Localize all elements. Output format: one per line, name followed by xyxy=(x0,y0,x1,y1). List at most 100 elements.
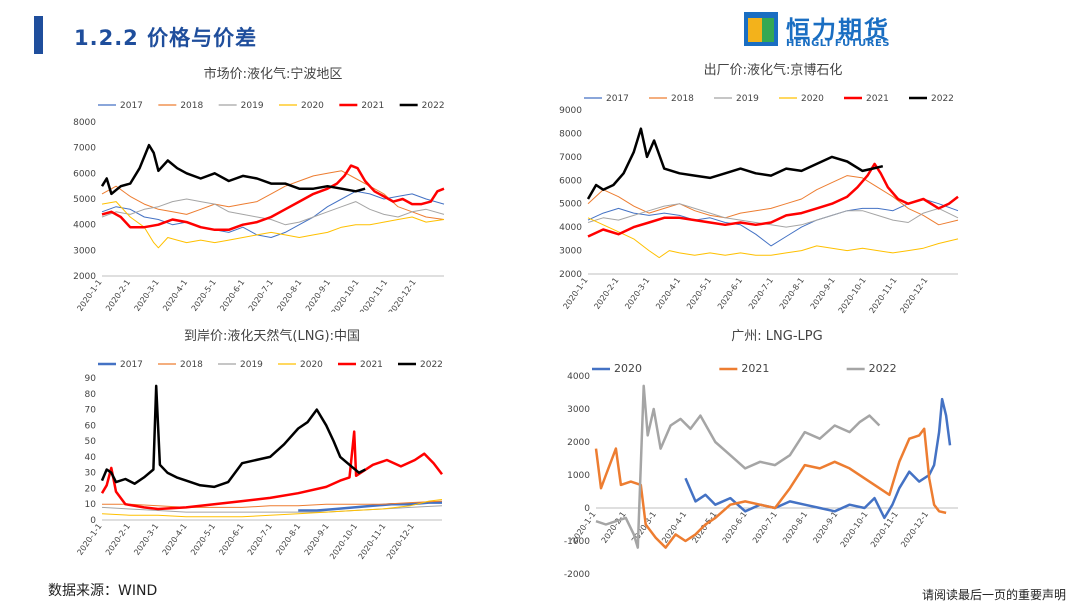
y-tick-label: 0 xyxy=(584,504,590,514)
x-tick-label: 2020-4-1 xyxy=(161,278,189,312)
series-line-2018 xyxy=(587,175,959,226)
legend-label-2017: 2017 xyxy=(606,94,629,104)
x-tick-label: 2020-3-1 xyxy=(132,522,160,557)
y-tick-label: 6000 xyxy=(559,176,582,186)
y-tick-label: 60 xyxy=(85,421,97,431)
y-tick-label: 8000 xyxy=(559,129,582,139)
legend-label-2019: 2019 xyxy=(240,360,263,370)
x-tick-label: 2020-8-1 xyxy=(781,510,809,545)
x-tick-label: 2020-11-1 xyxy=(358,278,389,312)
legend-label-2021: 2021 xyxy=(360,360,383,370)
chart-svg: 广州: LNG-LPG 2020 2021 2022 -2000 -1000 0 1000 20… xyxy=(564,329,958,578)
series-line-2021 xyxy=(100,430,443,511)
y-tick-label: 3000 xyxy=(559,247,582,257)
x-tick-label: 2020-2-1 xyxy=(104,522,132,557)
x-tick-label: 2020-8-1 xyxy=(275,278,303,312)
y-tick-label: 2000 xyxy=(73,272,96,282)
series-line-2022 xyxy=(100,143,366,196)
y-tick-label: 50 xyxy=(85,437,97,447)
y-tick-label: 3000 xyxy=(73,246,96,256)
series-line-2022 xyxy=(586,127,884,200)
series-line-2021 xyxy=(594,427,947,549)
y-tick-label: 7000 xyxy=(73,144,96,154)
legend-label-2022: 2022 xyxy=(420,360,443,370)
x-tick-label: 2020-7-1 xyxy=(246,522,274,557)
legend-label-2022: 2022 xyxy=(869,362,897,375)
x-tick-label: 2020-12-1 xyxy=(899,510,930,549)
x-tick-label: 2020-9-1 xyxy=(811,510,839,545)
chart-guangzhou-lng-lpg-spread: 广州: LNG-LPG 2020 2021 2022 -2000 -1000 0 1000 20… xyxy=(548,326,968,578)
series-line-2019 xyxy=(587,203,959,228)
x-tick-label: 2020-7-1 xyxy=(747,276,775,311)
series-line-2021 xyxy=(101,164,445,232)
y-tick-label: 30 xyxy=(85,469,97,479)
page-title: 1.2.2 价格与价差 xyxy=(74,26,258,50)
series-line-2020 xyxy=(101,201,445,249)
y-tick-label: 40 xyxy=(85,453,97,463)
x-tick-label: 2020-5-1 xyxy=(685,276,713,311)
series-line-2018 xyxy=(102,500,443,508)
x-tick-label: 2020-7-1 xyxy=(247,278,275,312)
legend-label-2018: 2018 xyxy=(180,360,203,370)
series-line-2019 xyxy=(101,198,445,226)
y-tick-label: 1000 xyxy=(567,471,590,481)
x-tick-label: 2020-1-1 xyxy=(561,276,589,311)
x-tick-label: 2020-10-1 xyxy=(837,276,868,315)
x-tick-label: 2020-5-1 xyxy=(189,522,217,557)
x-tick-label: 2020-1-1 xyxy=(75,278,103,312)
x-tick-label: 2020-12-1 xyxy=(898,276,929,315)
y-tick-label: 2000 xyxy=(567,438,590,448)
y-tick-label: 2000 xyxy=(559,270,582,280)
legend-label-2020: 2020 xyxy=(300,360,323,370)
series-line-2022 xyxy=(595,384,881,549)
x-tick-label: 2020-7-1 xyxy=(751,510,779,545)
legend-label-2017: 2017 xyxy=(120,101,143,111)
y-tick-label: 0 xyxy=(90,516,96,526)
y-tick-label: -1000 xyxy=(564,537,590,547)
title-accent-bar xyxy=(34,16,43,54)
legend-label-2021: 2021 xyxy=(741,362,769,375)
legend-label-2019: 2019 xyxy=(736,94,759,104)
chart-title: 到岸价:液化天然气(LNG):中国 xyxy=(184,328,360,344)
series-line-2020 xyxy=(101,499,443,518)
x-tick-label: 2020-11-1 xyxy=(868,276,899,315)
series-line-2020 xyxy=(587,217,959,259)
chart-ningbo-lpg-price: 市场价:液化气:宁波地区 2017 2018 2019 2020 2021 2022 2000… xyxy=(60,64,450,312)
y-tick-label: 20 xyxy=(85,484,97,494)
x-tick-label: 2020-9-1 xyxy=(809,276,837,311)
series-line-2017 xyxy=(587,198,959,247)
y-tick-label: 80 xyxy=(85,390,97,400)
series-line-2018 xyxy=(101,170,445,220)
x-tick-label: 2020-9-1 xyxy=(304,278,332,312)
data-source-note: 数据来源：WIND xyxy=(48,583,158,599)
chart-svg: 市场价:液化气:宁波地区 2017 2018 2019 2020 2021 2022 2000… xyxy=(73,66,445,312)
x-tick-label: 2020-6-1 xyxy=(218,278,246,312)
legend-label-2017: 2017 xyxy=(120,360,143,370)
y-tick-label: 3000 xyxy=(567,405,590,415)
x-tick-label: 2020-5-1 xyxy=(190,278,218,312)
x-tick-label: 2020-4-1 xyxy=(654,276,682,311)
chart-title: 广州: LNG-LPG xyxy=(731,329,822,344)
x-tick-label: 2020-5-1 xyxy=(690,510,718,545)
chart-china-lng-cif-price: 到岸价:液化天然气(LNG):中国 2017 2018 2019 2020 2021 202… xyxy=(60,326,450,564)
x-tick-label: 2020-3-1 xyxy=(133,278,161,312)
legend-label-2021: 2021 xyxy=(361,101,384,111)
x-tick-label: 2020-12-1 xyxy=(385,522,416,561)
x-tick-label: 2020-2-1 xyxy=(600,510,628,545)
legend-label-2018: 2018 xyxy=(180,101,203,111)
x-tick-label: 2020-3-1 xyxy=(623,276,651,311)
legend-label-2018: 2018 xyxy=(671,94,694,104)
x-tick-label: 2020-8-1 xyxy=(274,522,302,557)
y-tick-label: 5000 xyxy=(73,195,96,205)
x-tick-label: 2020-2-1 xyxy=(104,278,132,312)
x-tick-label: 2020-4-1 xyxy=(161,522,189,557)
x-tick-label: 2020-10-1 xyxy=(330,278,361,312)
legend-label-2021: 2021 xyxy=(866,94,889,104)
legend-label-2020: 2020 xyxy=(301,101,324,111)
x-tick-label: 2020-1-1 xyxy=(75,522,103,557)
x-tick-label: 2020-9-1 xyxy=(303,522,331,557)
x-tick-label: 2020-2-1 xyxy=(592,276,620,311)
x-tick-label: 2020-11-1 xyxy=(356,522,387,561)
chart-title: 市场价:液化气:宁波地区 xyxy=(204,66,343,82)
y-tick-label: 70 xyxy=(85,406,97,416)
